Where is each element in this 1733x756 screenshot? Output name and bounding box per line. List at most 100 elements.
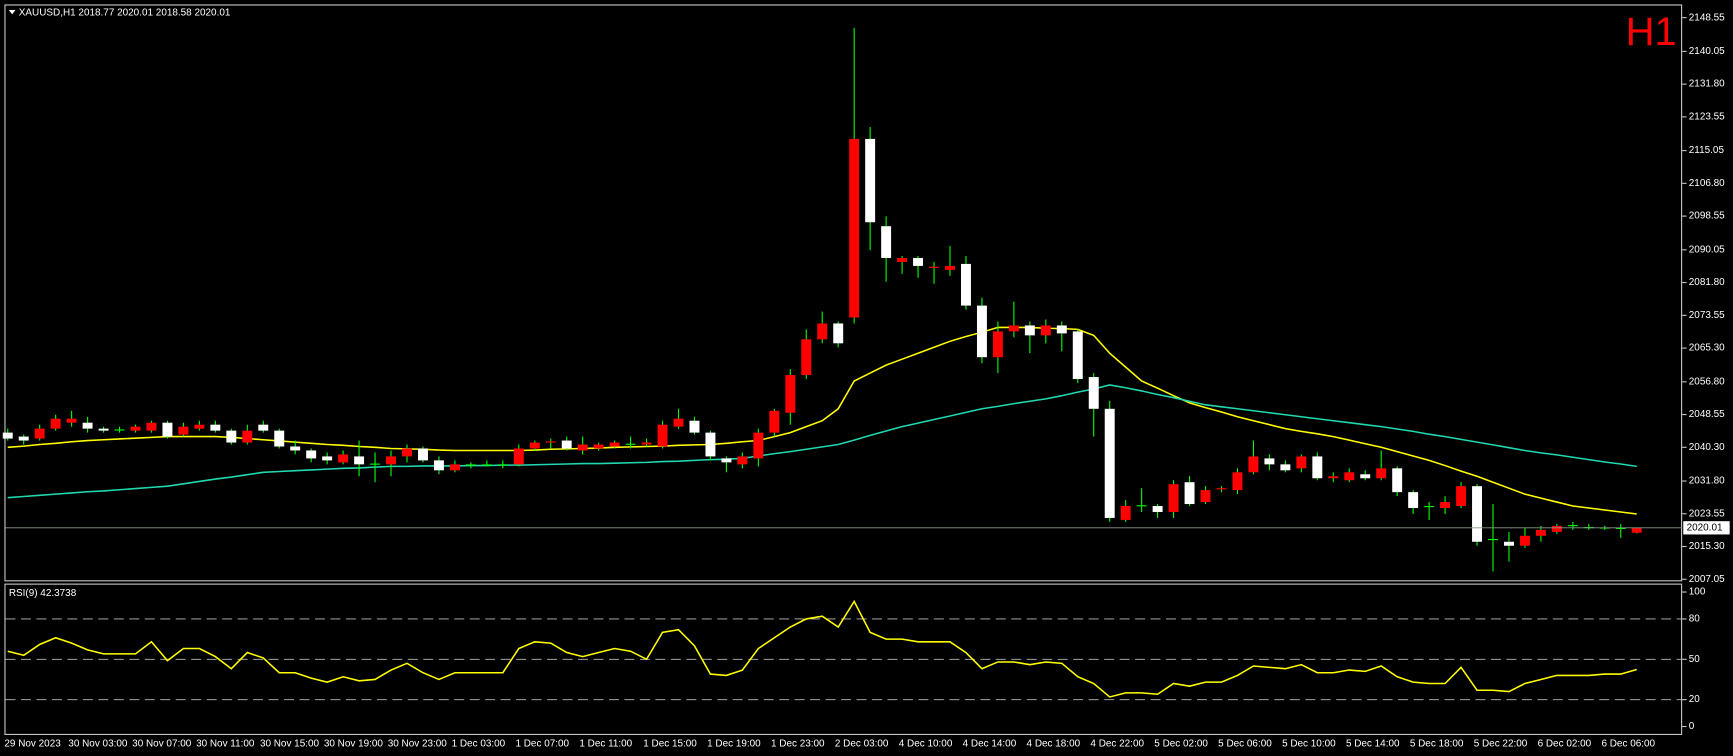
candle-body — [785, 375, 796, 413]
y-tick-label: 2123.55 — [1689, 111, 1725, 122]
candle-body — [1472, 486, 1483, 542]
candle-body — [609, 442, 620, 447]
y-tick-label: 2073.55 — [1689, 310, 1725, 321]
candle-body — [1551, 525, 1562, 532]
x-tick-label: 5 Dec 06:00 — [1218, 738, 1272, 749]
y-tick-label: 2090.05 — [1689, 244, 1725, 255]
candle-body — [1456, 486, 1467, 507]
title-arrow — [8, 9, 16, 15]
candle-body — [689, 420, 700, 433]
candle-body — [1040, 325, 1051, 336]
x-tick-label: 1 Dec 19:00 — [707, 738, 761, 749]
x-tick-label: 6 Dec 06:00 — [1601, 738, 1655, 749]
candle-body — [354, 456, 365, 465]
y-tick-label: 2140.05 — [1689, 46, 1725, 57]
candle-body — [1280, 464, 1291, 471]
candle-body — [1519, 535, 1530, 546]
x-tick-label: 4 Dec 14:00 — [963, 738, 1017, 749]
y-tick-label: 2031.80 — [1689, 476, 1725, 487]
y-tick-label: 2115.05 — [1689, 145, 1725, 156]
candle-body — [50, 418, 61, 429]
price-panel — [4, 4, 1683, 582]
candle-body — [737, 456, 748, 465]
candle-body — [1088, 377, 1099, 409]
candle-body — [449, 464, 460, 471]
candle-body — [1424, 506, 1435, 508]
candle-body — [1296, 456, 1307, 469]
candle-body — [258, 424, 269, 431]
candle-body — [721, 458, 732, 463]
candle-body — [1631, 527, 1642, 533]
y-tick-label: 2040.30 — [1689, 442, 1725, 453]
candle-body — [130, 426, 141, 431]
x-tick-label: 5 Dec 14:00 — [1346, 738, 1400, 749]
candle-body — [1248, 456, 1259, 473]
candle-body — [513, 448, 524, 465]
candle-body — [625, 443, 636, 445]
candle-body — [1376, 468, 1387, 479]
price-label: 2020.01 — [1687, 522, 1723, 533]
y-tick-label: 2007.05 — [1689, 574, 1725, 585]
price-label-box — [1683, 521, 1730, 535]
candle-body — [1104, 408, 1115, 518]
candle-body — [402, 448, 412, 457]
x-tick-label: 1 Dec 15:00 — [643, 738, 697, 749]
x-tick-label: 30 Nov 19:00 — [324, 738, 384, 749]
rsi-line — [7, 599, 1637, 698]
candle-body — [1168, 484, 1179, 512]
candle-body — [929, 266, 940, 268]
candle-body — [705, 432, 716, 457]
candle-body — [18, 436, 29, 441]
candle-body — [274, 430, 285, 447]
candle-body — [1360, 474, 1371, 479]
y-tick-label: 2015.30 — [1689, 541, 1725, 552]
candle-body — [497, 464, 508, 466]
x-tick-label: 5 Dec 22:00 — [1474, 738, 1528, 749]
candle-body — [1328, 476, 1339, 479]
candle-body — [1615, 527, 1626, 529]
y-tick-label: 2106.80 — [1689, 178, 1725, 189]
y-tick-label: 2048.55 — [1689, 409, 1725, 420]
timeframe-label: H1 — [1626, 10, 1677, 54]
candle-body — [945, 265, 955, 270]
candle-body — [1136, 505, 1147, 507]
candle-body — [322, 456, 333, 461]
candle-body — [992, 331, 1003, 358]
candle-body — [1535, 529, 1546, 536]
x-tick-label: 30 Nov 23:00 — [388, 738, 448, 749]
x-tick-label: 1 Dec 03:00 — [452, 738, 506, 749]
candle-body — [1184, 482, 1195, 505]
candle-body — [481, 464, 492, 466]
x-tick-label: 4 Dec 10:00 — [899, 738, 953, 749]
candle-body — [162, 422, 173, 437]
candle-body — [641, 442, 652, 445]
candle-body — [577, 444, 588, 451]
candle-body — [657, 424, 668, 447]
x-tick-label: 30 Nov 11:00 — [196, 738, 255, 749]
candle-body — [1312, 456, 1323, 479]
candle-body — [370, 463, 381, 465]
candle-body — [1056, 325, 1067, 334]
candle-body — [1200, 490, 1211, 503]
x-tick-label: 5 Dec 18:00 — [1410, 738, 1464, 749]
candle-body — [34, 428, 45, 439]
y-tick-label: 20 — [1689, 694, 1701, 705]
candle-body — [338, 454, 349, 463]
candle-body — [1008, 325, 1019, 332]
candle-body — [1072, 331, 1083, 380]
candle-body — [1152, 506, 1163, 512]
candle-body — [114, 429, 125, 431]
candle-body — [1567, 525, 1578, 527]
x-tick-label: 1 Dec 11:00 — [579, 738, 632, 749]
candle-body — [1344, 472, 1355, 481]
candle-body — [593, 444, 604, 449]
candle-body — [146, 422, 157, 431]
candle-body — [210, 424, 221, 431]
x-tick-label: 4 Dec 18:00 — [1027, 738, 1081, 749]
candle-body — [417, 448, 428, 461]
candle-body — [1024, 325, 1035, 336]
x-tick-label: 4 Dec 22:00 — [1090, 738, 1144, 749]
candle-body — [1264, 458, 1275, 465]
